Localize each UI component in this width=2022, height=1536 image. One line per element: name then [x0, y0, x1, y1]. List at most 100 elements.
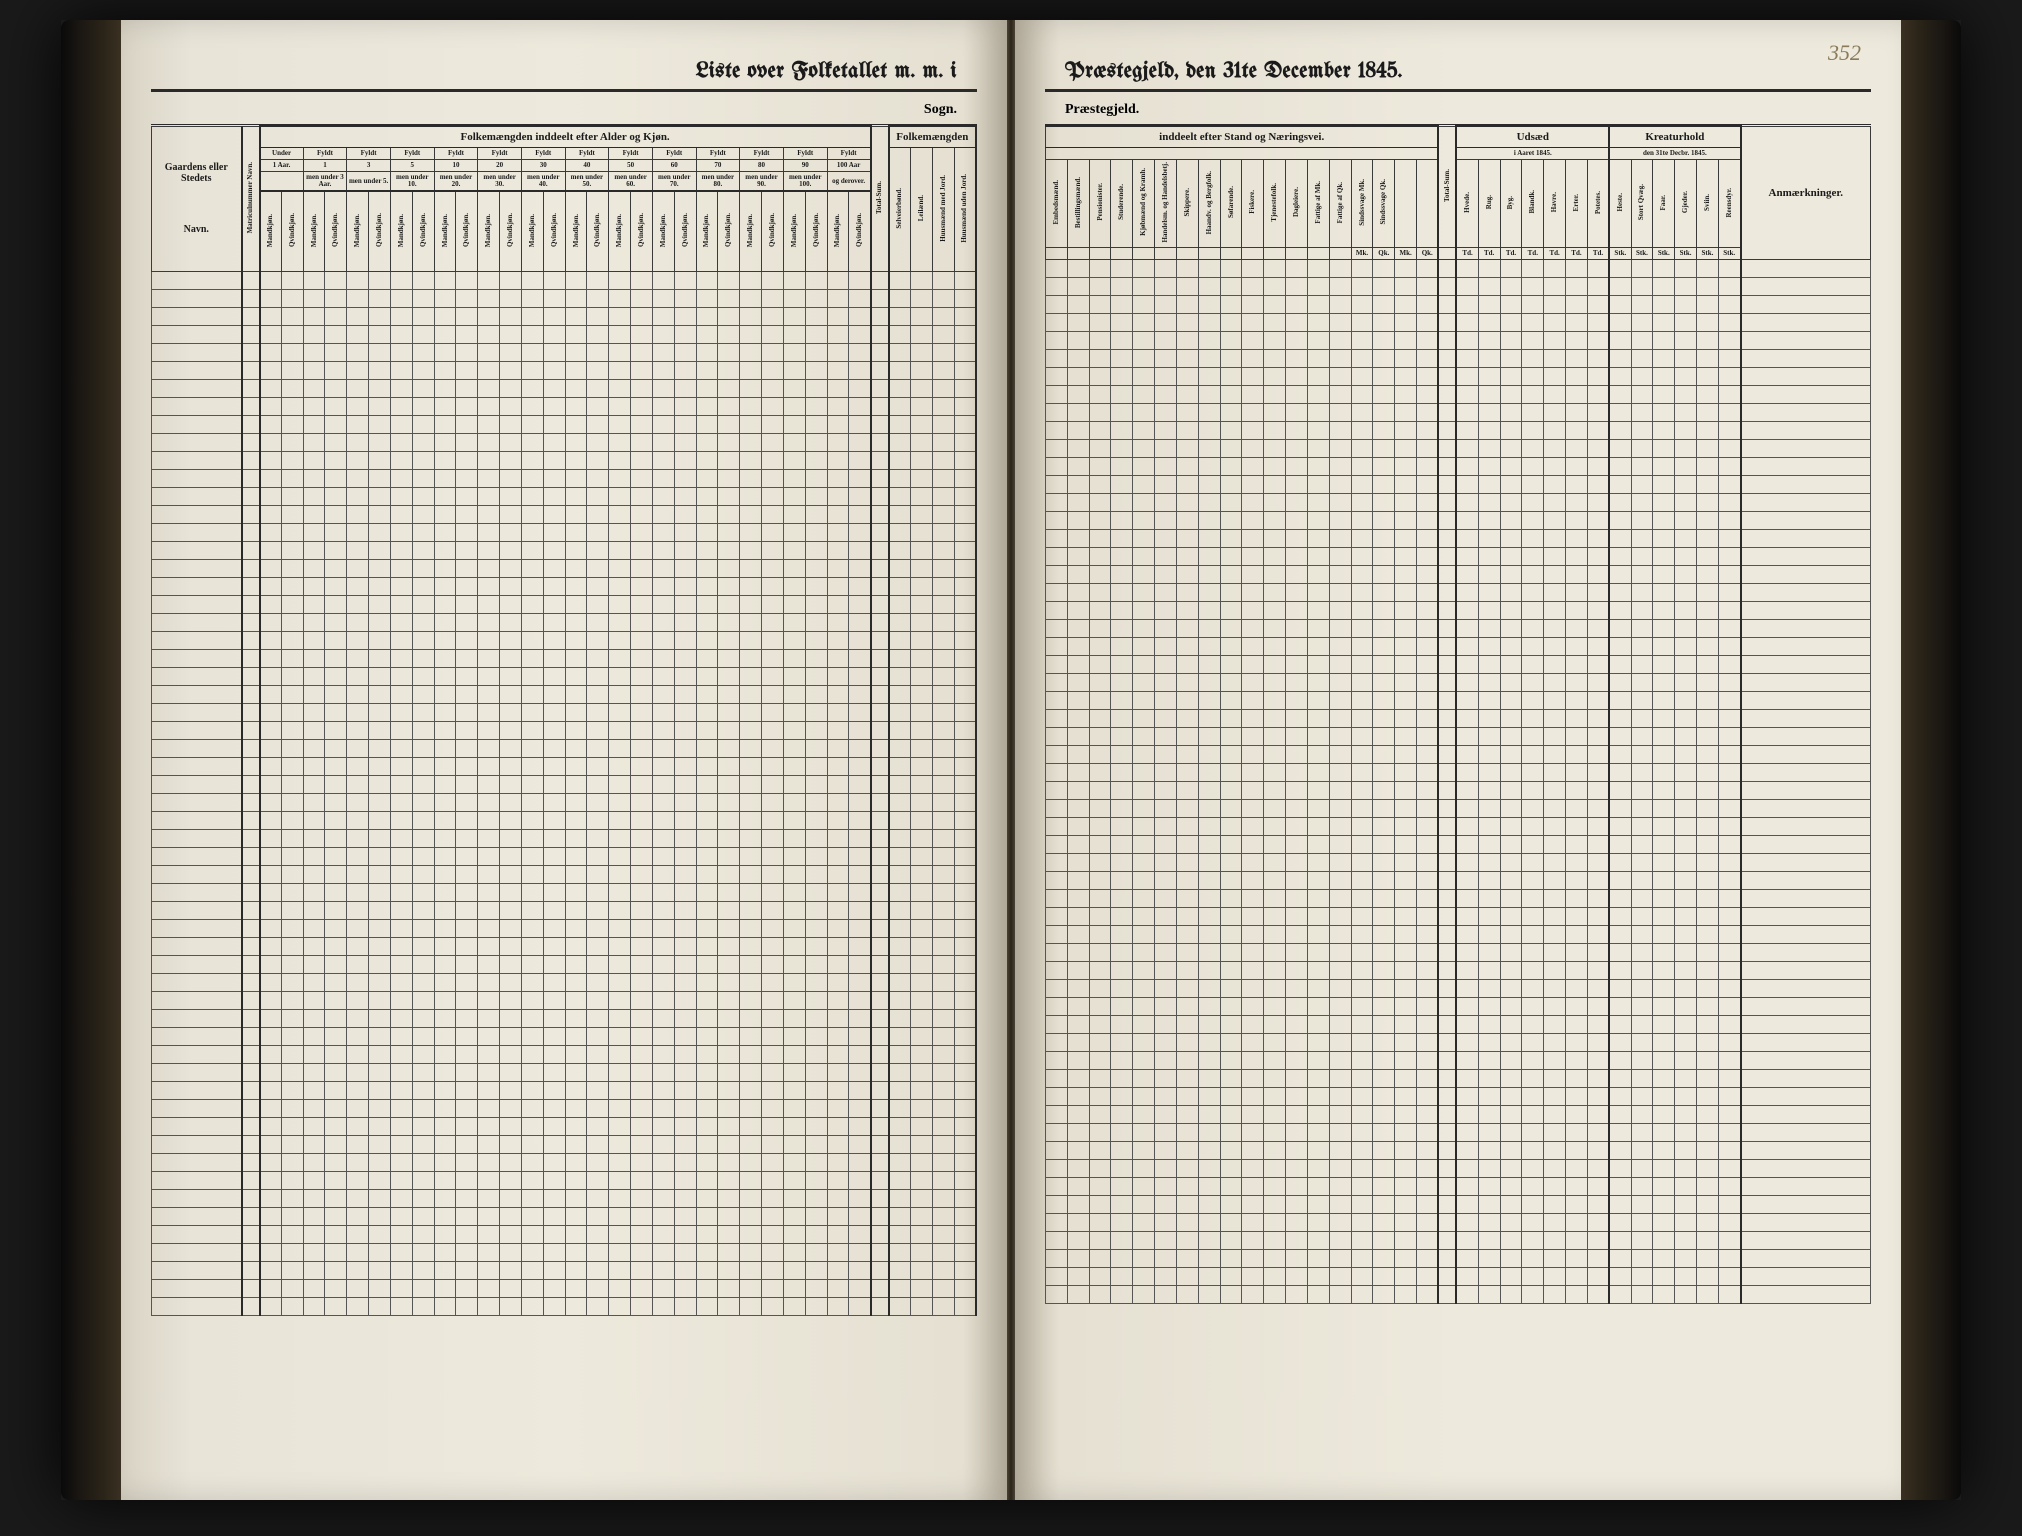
cell — [932, 631, 954, 649]
cell — [543, 1189, 565, 1207]
cell — [1155, 295, 1177, 313]
cell — [347, 559, 369, 577]
cell — [1220, 1231, 1242, 1249]
cell — [1133, 331, 1155, 349]
cell — [1417, 781, 1439, 799]
cell — [1176, 619, 1198, 637]
cell — [152, 1081, 242, 1099]
cell — [369, 919, 391, 937]
cell — [932, 757, 954, 775]
cell — [478, 973, 500, 991]
cell — [369, 649, 391, 667]
page-number: 352 — [1828, 40, 1861, 66]
cell — [954, 343, 976, 361]
table-row — [1046, 547, 1871, 565]
cell — [543, 649, 565, 667]
age-mid: 100 Aar — [827, 160, 871, 172]
cell — [849, 937, 871, 955]
cell — [911, 847, 933, 865]
cell — [1522, 277, 1544, 295]
cell — [827, 1297, 849, 1315]
cell — [1544, 835, 1566, 853]
cell — [1242, 475, 1264, 493]
cell — [1046, 871, 1068, 889]
cell — [652, 595, 674, 613]
cell — [1456, 943, 1478, 961]
table-row — [152, 667, 977, 685]
cell — [1046, 295, 1068, 313]
cell — [1111, 367, 1133, 385]
cell — [434, 1279, 456, 1297]
cell — [456, 469, 478, 487]
cell — [1631, 367, 1653, 385]
cell — [1176, 1015, 1198, 1033]
cell — [1544, 961, 1566, 979]
cell — [543, 271, 565, 289]
cell — [260, 325, 282, 343]
cell — [609, 1045, 631, 1063]
cell — [1351, 601, 1373, 619]
cell — [1155, 403, 1177, 421]
cell — [325, 1297, 347, 1315]
cell — [1741, 781, 1871, 799]
cell — [242, 811, 260, 829]
cell — [1089, 925, 1111, 943]
cell — [871, 595, 889, 613]
cell — [1242, 565, 1264, 583]
cell — [1329, 943, 1351, 961]
cell — [1329, 1267, 1351, 1285]
cell — [456, 1171, 478, 1189]
cell — [1089, 475, 1111, 493]
cell — [587, 325, 609, 343]
age-top: Fyldt — [783, 148, 827, 160]
cell — [521, 793, 543, 811]
cell — [1675, 493, 1697, 511]
cell — [543, 451, 565, 469]
cell — [1264, 1015, 1286, 1033]
cell — [674, 613, 696, 631]
cell — [456, 775, 478, 793]
cell — [718, 901, 740, 919]
cell — [827, 811, 849, 829]
cell — [1220, 925, 1242, 943]
cell — [696, 1099, 718, 1117]
cell — [1438, 763, 1456, 781]
cell — [1697, 277, 1719, 295]
cell — [369, 1207, 391, 1225]
cell — [521, 613, 543, 631]
cell — [565, 343, 587, 361]
cell — [347, 811, 369, 829]
cell — [242, 1225, 260, 1243]
cell — [347, 1045, 369, 1063]
cell — [242, 289, 260, 307]
cell — [783, 829, 805, 847]
cell — [1264, 331, 1286, 349]
cell — [805, 577, 827, 595]
cell — [456, 1045, 478, 1063]
cell — [1111, 439, 1133, 457]
udsaed-col: Hvede. — [1456, 160, 1478, 248]
cell — [434, 631, 456, 649]
cell — [1653, 295, 1675, 313]
cell — [631, 865, 653, 883]
cell — [889, 901, 911, 919]
cell — [1456, 529, 1478, 547]
cell — [1609, 727, 1631, 745]
cell — [849, 883, 871, 901]
cell — [543, 991, 565, 1009]
cell — [565, 901, 587, 919]
cell — [1286, 1069, 1308, 1087]
cell — [827, 703, 849, 721]
cell — [303, 973, 325, 991]
cell — [1697, 745, 1719, 763]
cell — [911, 919, 933, 937]
cell — [521, 271, 543, 289]
cell — [1067, 295, 1089, 313]
cell — [152, 973, 242, 991]
cell — [696, 1063, 718, 1081]
cell — [1675, 997, 1697, 1015]
cell — [242, 1081, 260, 1099]
cell — [1242, 835, 1264, 853]
cell — [911, 811, 933, 829]
cell — [1438, 511, 1456, 529]
